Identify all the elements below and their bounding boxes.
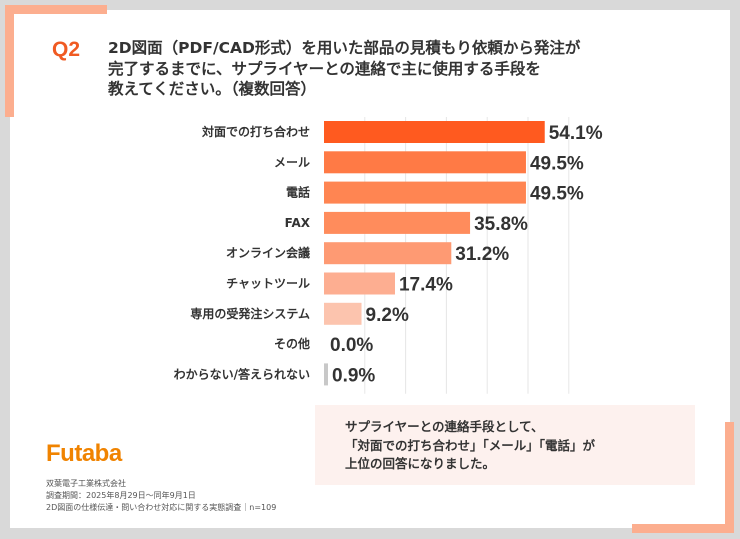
question-text: 2D図面（PDF/CAD形式）を用いた部品の見積もり依頼から発注が 完了するまで… <box>108 39 581 98</box>
category-label: オンライン会議 <box>226 245 310 260</box>
value-label: 17.4% <box>399 275 453 296</box>
category-label: わからない/答えられない <box>174 366 310 381</box>
question-number: Q2 <box>52 38 81 61</box>
company-name: 双葉電子工業株式会社 <box>46 479 126 488</box>
category-label: 専用の受発注システム <box>190 306 310 321</box>
bar <box>324 121 545 143</box>
bar <box>324 302 362 325</box>
value-label: 49.5% <box>530 153 584 174</box>
value-label: 0.0% <box>330 335 373 356</box>
summary-box: サプライヤーとの連絡手段として、 「対面での打ち合わせ」「メール」「電話」が 上… <box>315 405 695 485</box>
survey-period: 調査期間：2025年8月29日～同年9月1日 <box>46 491 196 500</box>
category-label: 電話 <box>286 185 310 200</box>
value-label: 9.2% <box>366 305 409 326</box>
bar <box>324 272 395 295</box>
bar-chart: 対面での打ち合わせ 54.1% メール 49.5% 電話 49.5% FAX 35.8% オンラ… <box>174 117 603 394</box>
category-label: 対面での打ち合わせ <box>201 124 310 139</box>
value-label: 35.8% <box>474 214 528 235</box>
value-label: 54.1% <box>549 123 603 144</box>
category-label: メール <box>274 155 310 169</box>
accent-right <box>725 422 734 533</box>
survey-name: 2D図面の仕様伝達・問い合わせ対応に関する実態調査｜n=109 <box>46 503 277 512</box>
accent-bottom <box>632 524 734 533</box>
bar <box>324 211 471 234</box>
bar <box>324 363 328 386</box>
bar <box>324 181 526 204</box>
accent-top-left <box>5 5 107 14</box>
futaba-logo: Futaba <box>46 440 122 467</box>
accent-left <box>5 5 14 117</box>
value-label: 49.5% <box>530 184 584 205</box>
category-label: その他 <box>274 336 310 351</box>
category-label: チャットツール <box>226 277 310 291</box>
value-label: 31.2% <box>455 244 509 265</box>
bar <box>324 242 452 265</box>
bar <box>324 151 526 174</box>
value-label: 0.9% <box>332 365 375 386</box>
category-label: FAX <box>285 216 311 230</box>
